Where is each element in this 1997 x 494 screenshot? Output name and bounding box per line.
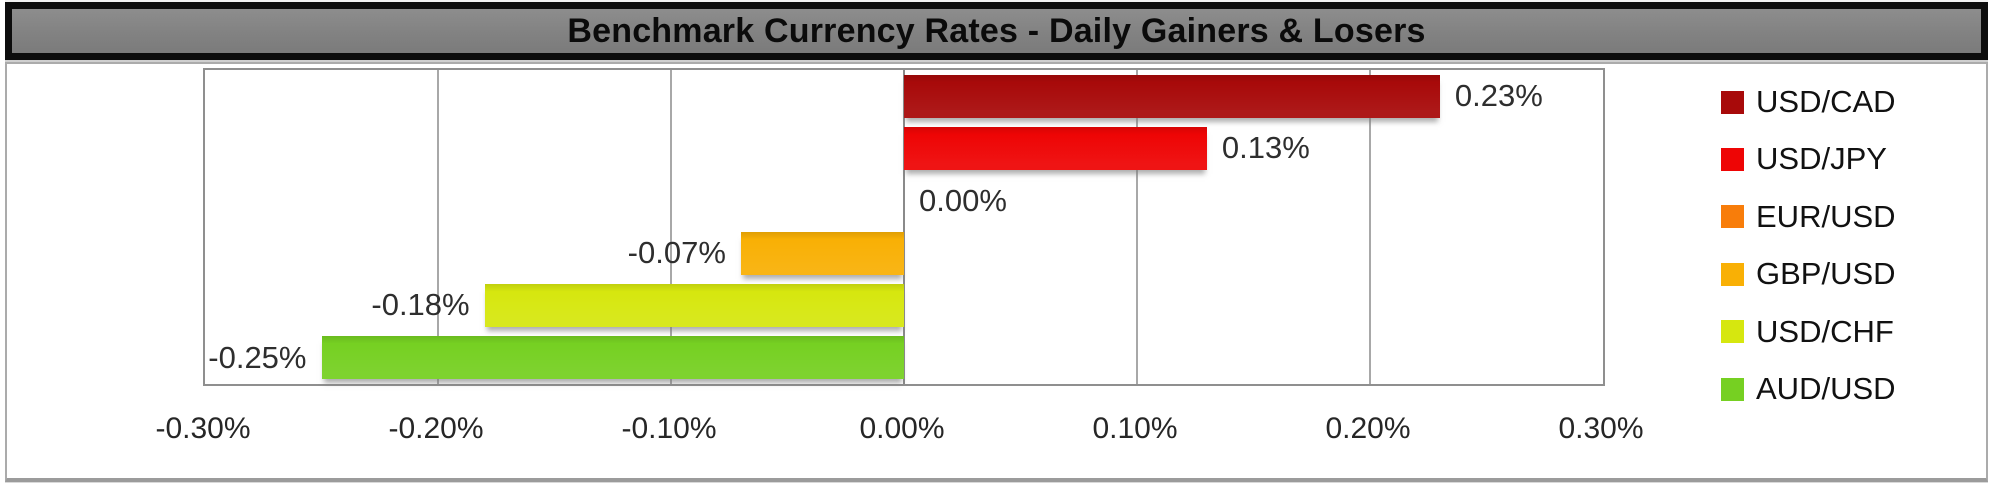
legend-swatch-eur-usd (1721, 205, 1744, 229)
bar-usd-jpy (904, 127, 1207, 170)
legend-swatch-gbp-usd (1721, 262, 1744, 286)
x-tick-label: -0.30% (155, 412, 251, 445)
bar-label-usd-jpy: 0.13% (1221, 130, 1310, 166)
legend-entry-gbp-usd: GBP/USD (1721, 256, 1896, 292)
bar-gbp-usd (740, 231, 904, 275)
legend-label-eur-usd: EUR/USD (1756, 198, 1896, 234)
legend-label-usd-jpy: USD/JPY (1756, 141, 1887, 177)
gridline (670, 70, 672, 384)
x-tick-label: 0.30% (1558, 412, 1644, 445)
zero-gridline (903, 70, 905, 384)
chart-title: Benchmark Currency Rates - Daily Gainers… (567, 11, 1426, 50)
gridline (1136, 70, 1138, 384)
legend-swatch-usd-chf (1721, 320, 1744, 344)
legend-swatch-usd-cad (1721, 90, 1744, 114)
bar-usd-cad (904, 74, 1440, 118)
bar-label-usd-cad: 0.23% (1454, 78, 1543, 114)
bar-label-gbp-usd: -0.07% (627, 235, 726, 271)
gridline (437, 70, 439, 384)
legend-swatch-usd-jpy (1721, 147, 1744, 171)
x-tick-label: 0.20% (1325, 412, 1411, 445)
legend-entry-usd-chf: USD/CHF (1721, 314, 1894, 350)
gridline (1369, 70, 1371, 384)
chart-frame: 0.23% 0.13% 0.00% -0.07% -0.18% -0.25% -0.30%… (5, 62, 1988, 482)
bar-usd-chf (484, 284, 904, 327)
chart-title-bar: Benchmark Currency Rates - Daily Gainers… (5, 2, 1988, 60)
legend-entry-aud-usd: AUD/USD (1721, 371, 1896, 407)
plot-area: 0.23% 0.13% 0.00% -0.07% -0.18% -0.25% (203, 68, 1605, 386)
legend-entry-usd-jpy: USD/JPY (1721, 141, 1887, 177)
x-tick-label: 0.00% (859, 412, 945, 445)
legend-label-aud-usd: AUD/USD (1756, 371, 1896, 406)
bar-label-aud-usd: -0.25% (208, 339, 307, 375)
legend-label-usd-chf: USD/CHF (1756, 313, 1894, 349)
legend-label-gbp-usd: GBP/USD (1756, 256, 1896, 292)
x-tick-label: -0.10% (621, 412, 717, 445)
x-tick-label: -0.20% (388, 412, 484, 445)
bar-aud-usd (321, 336, 904, 380)
legend-label-usd-cad: USD/CAD (1756, 84, 1896, 119)
legend-entry-usd-cad: USD/CAD (1721, 84, 1896, 120)
bar-label-usd-chf: -0.18% (371, 287, 470, 323)
bar-label-eur-usd: 0.00% (919, 182, 1007, 218)
legend-swatch-aud-usd (1721, 377, 1744, 401)
legend-entry-eur-usd: EUR/USD (1721, 199, 1896, 235)
x-tick-label: 0.10% (1092, 412, 1178, 445)
